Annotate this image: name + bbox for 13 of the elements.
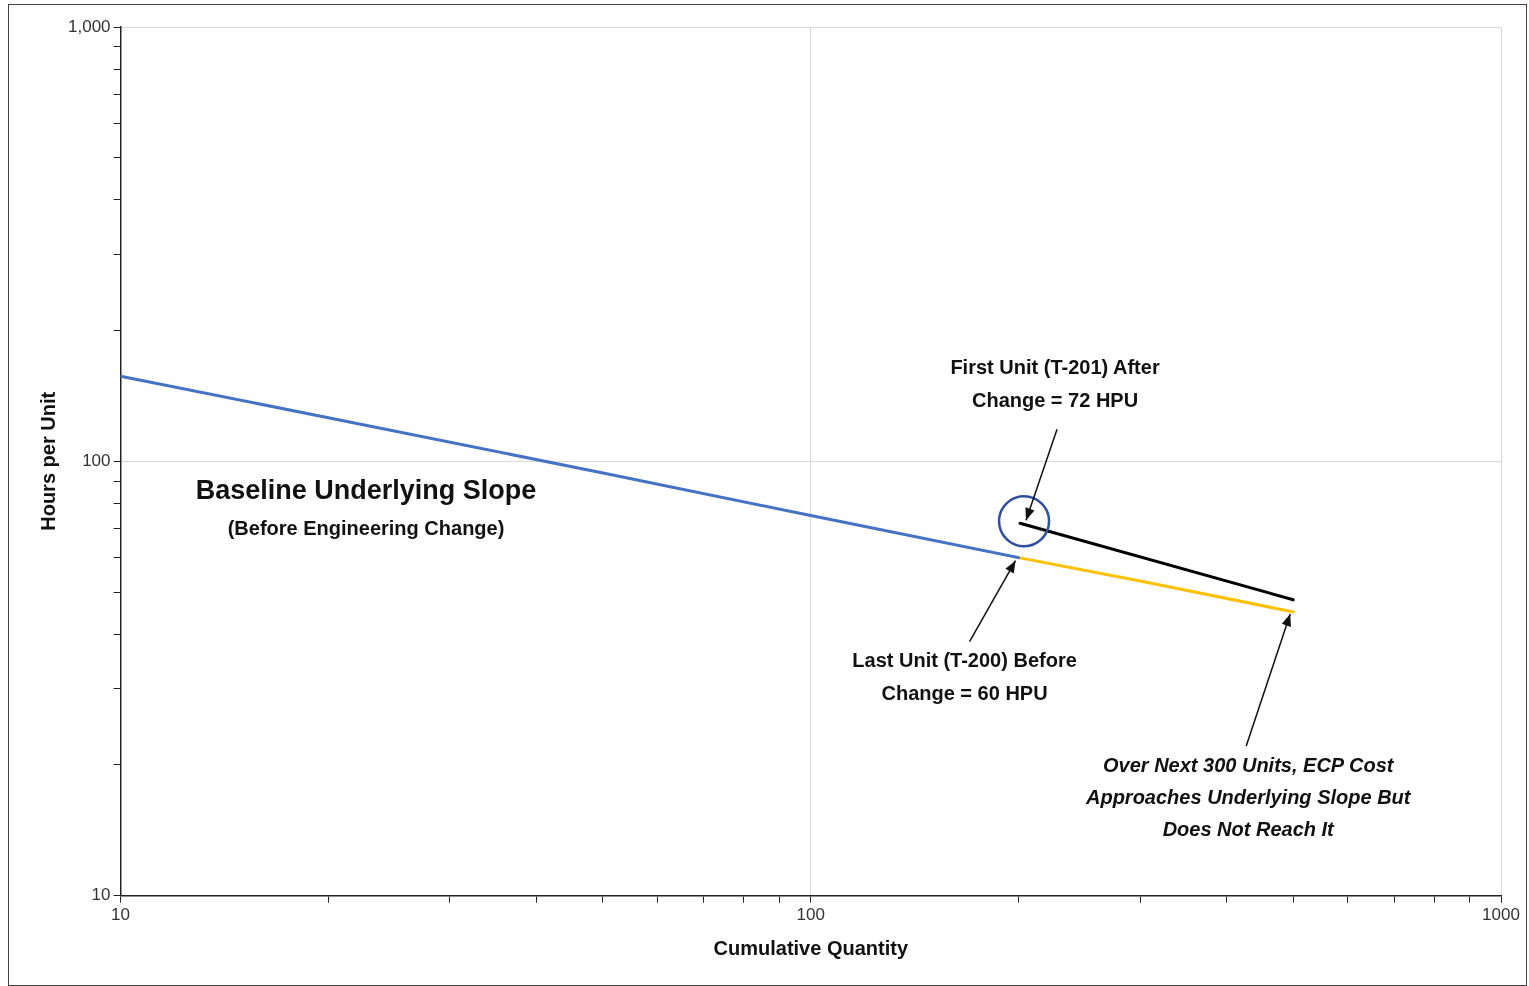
y-axis-title: Hours per Unit	[36, 391, 59, 531]
y-tick-label: 1,000	[67, 16, 111, 36]
x-axis-title: Cumulative Quantity	[713, 936, 909, 959]
annotation: First Unit (T-201) After Change = 72 HPU	[950, 355, 1160, 411]
annotation: Last Unit (T-200) Before Change = 60 HPU	[852, 649, 1077, 705]
annotation: Over Next 300 Units, ECP Cost Approaches Underlying Slope But Does Not Reach It	[1084, 754, 1412, 841]
x-tick-label: 100	[796, 905, 825, 925]
x-tick-label: 1000	[1482, 905, 1520, 925]
x-tick-label: 10	[111, 905, 130, 925]
y-tick-label: 100	[82, 450, 111, 470]
y-tick-label: 10	[91, 885, 111, 905]
annotation: Baseline Underlying Slope	[195, 475, 537, 506]
annotation: (Before Engineering Change)	[227, 516, 505, 539]
